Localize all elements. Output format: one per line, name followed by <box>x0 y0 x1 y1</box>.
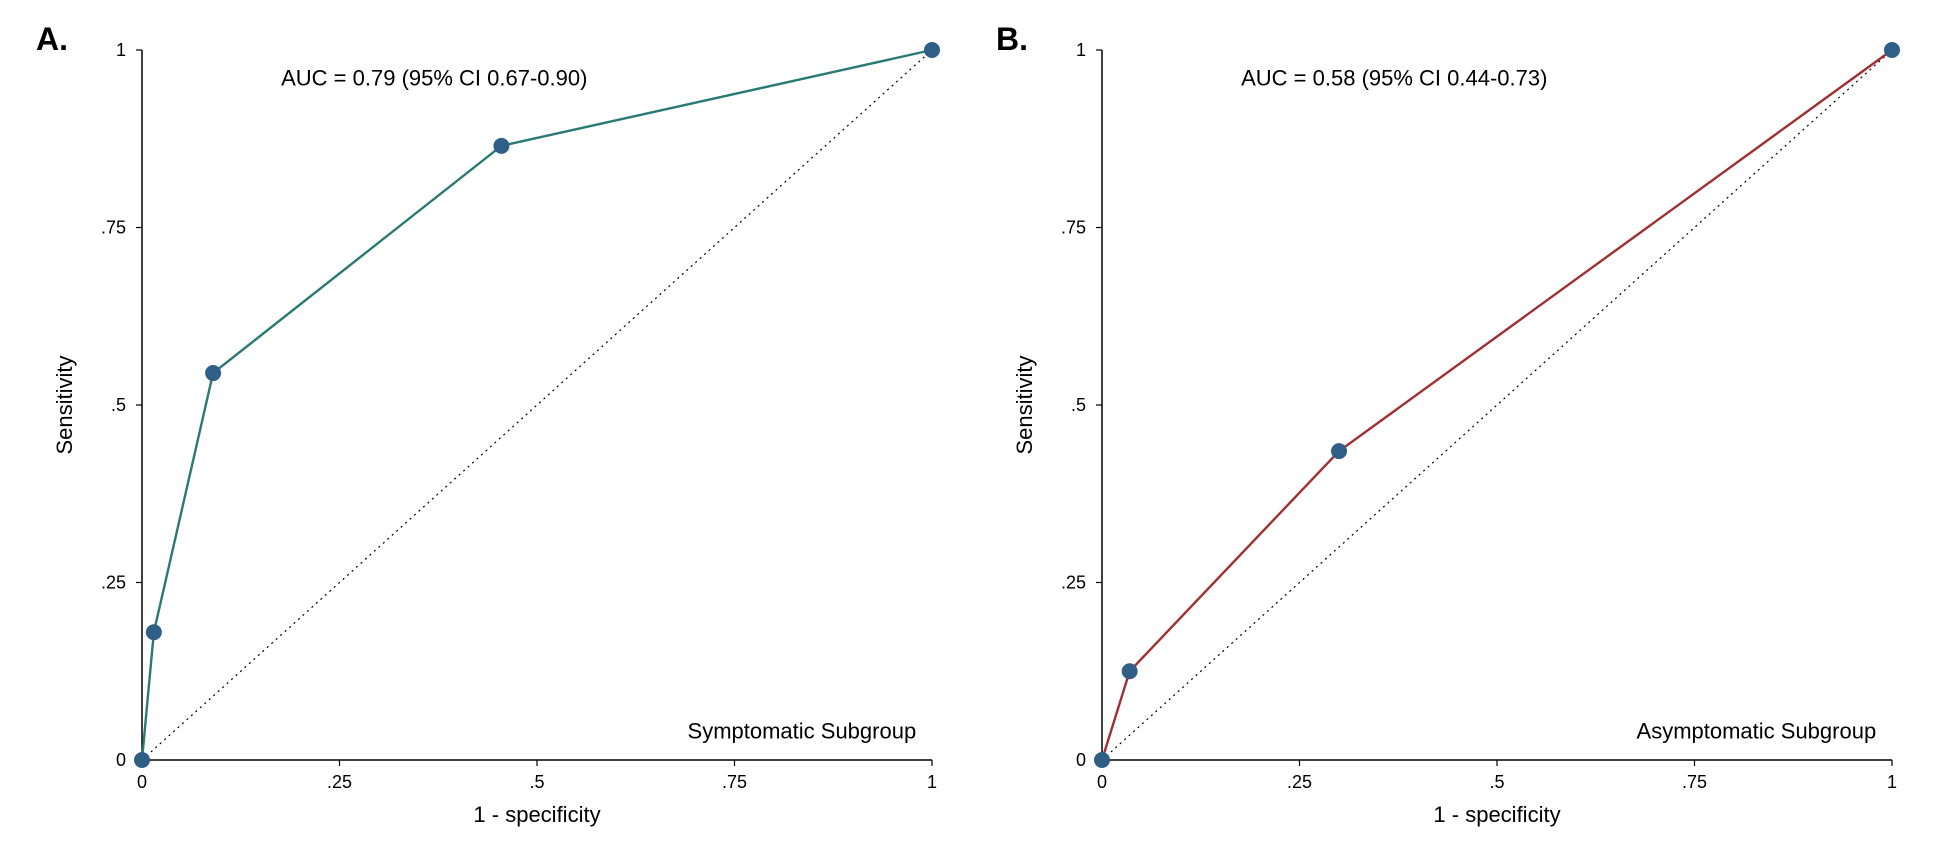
y-tick-label: 1 <box>116 40 126 60</box>
roc-marker <box>1094 752 1110 768</box>
reference-line <box>142 50 932 760</box>
roc-marker <box>146 624 162 640</box>
x-tick-label: .5 <box>1489 772 1504 792</box>
roc-marker <box>1122 663 1138 679</box>
reference-line <box>1102 50 1892 760</box>
panel-a: A. 0 .25 .5 .75 1 0 .25 .5 .75 1 1 - specificity Sen… <box>32 20 952 840</box>
roc-line <box>142 50 932 760</box>
chart-annotation: Symptomatic Subgroup <box>688 719 917 744</box>
roc-marker <box>1331 443 1347 459</box>
x-tick-label: 1 <box>1887 772 1897 792</box>
x-axis-label: 1 - specificity <box>473 802 600 827</box>
roc-line <box>1102 50 1892 760</box>
roc-marker <box>205 365 221 381</box>
roc-marker <box>134 752 150 768</box>
x-tick-label: 0 <box>137 772 147 792</box>
y-tick-label: .25 <box>1061 573 1086 593</box>
roc-chart-a: A. 0 .25 .5 .75 1 0 .25 .5 .75 1 1 - specificity Sen… <box>32 20 952 840</box>
y-tick-label: .5 <box>111 395 126 415</box>
y-tick-label: 0 <box>1076 750 1086 770</box>
roc-marker <box>924 42 940 58</box>
roc-chart-b: B. 0 .25 .5 .75 1 0 .25 .5 .75 1 1 - specificity Sen… <box>992 20 1912 840</box>
chart-annotation: AUC = 0.79 (95% CI 0.67-0.90) <box>281 66 587 91</box>
figure-panels: A. 0 .25 .5 .75 1 0 .25 .5 .75 1 1 - specificity Sen… <box>20 20 1924 840</box>
chart-annotation: AUC = 0.58 (95% CI 0.44-0.73) <box>1241 66 1547 91</box>
panel-letter: A. <box>36 21 68 57</box>
x-tick-label: .25 <box>1287 772 1312 792</box>
x-tick-label: .25 <box>327 772 352 792</box>
chart-annotation: Asymptomatic Subgroup <box>1637 719 1877 744</box>
y-tick-label: .75 <box>1061 218 1086 238</box>
y-tick-label: 0 <box>116 750 126 770</box>
y-tick-label: .75 <box>101 218 126 238</box>
roc-marker <box>493 138 509 154</box>
y-axis-label: Sensitivity <box>52 355 77 454</box>
panel-letter: B. <box>996 21 1028 57</box>
y-tick-label: .25 <box>101 573 126 593</box>
x-tick-label: 0 <box>1097 772 1107 792</box>
y-tick-label: .5 <box>1071 395 1086 415</box>
x-axis-label: 1 - specificity <box>1433 802 1560 827</box>
x-tick-label: .75 <box>1682 772 1707 792</box>
panel-b: B. 0 .25 .5 .75 1 0 .25 .5 .75 1 1 - specificity Sen… <box>992 20 1912 840</box>
x-tick-label: .75 <box>722 772 747 792</box>
x-tick-label: 1 <box>927 772 937 792</box>
y-axis-label: Sensitivity <box>1012 355 1037 454</box>
y-tick-label: 1 <box>1076 40 1086 60</box>
roc-marker <box>1884 42 1900 58</box>
x-tick-label: .5 <box>529 772 544 792</box>
